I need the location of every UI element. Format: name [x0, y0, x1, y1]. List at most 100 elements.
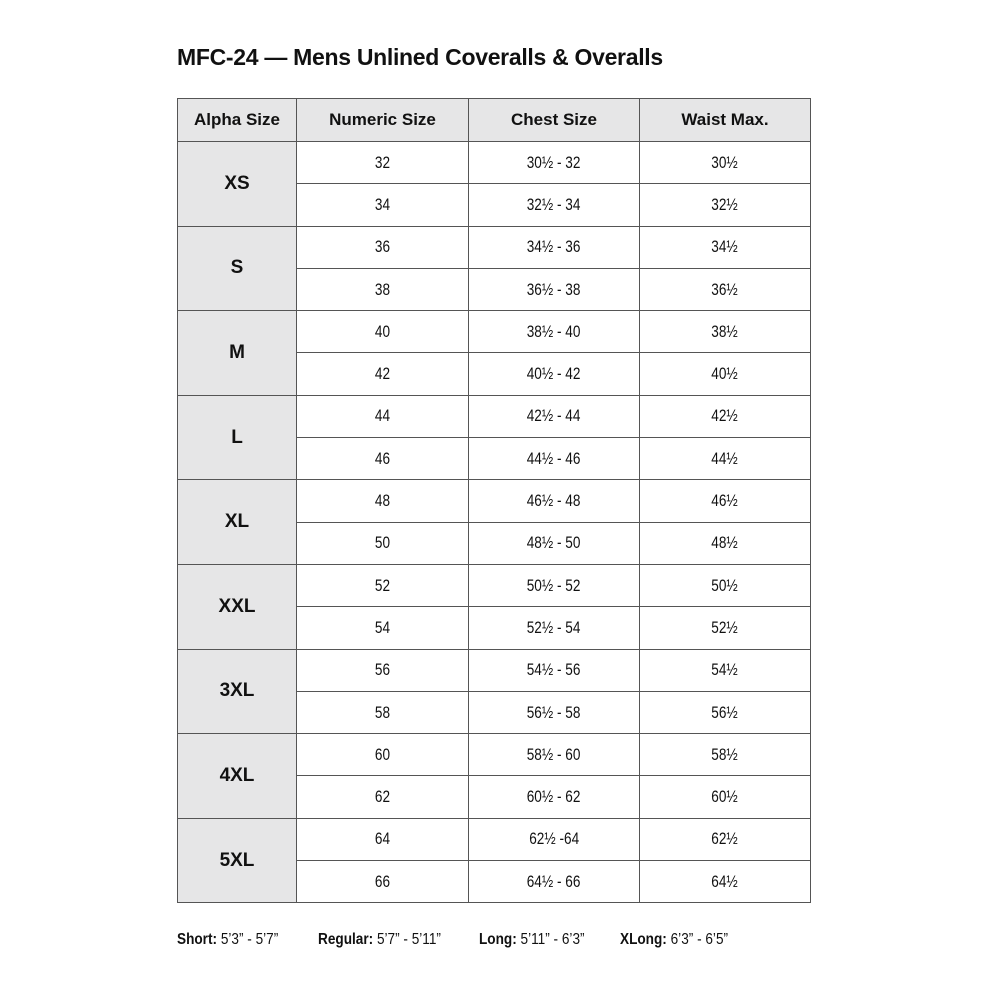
waist-max-cell: 62½	[639, 817, 811, 862]
numeric-size-cell-text: 42	[374, 364, 391, 384]
chest-size-cell-text: 60½ - 62	[527, 787, 581, 807]
length-range: 5’11” - 6’3”	[516, 931, 585, 948]
waist-max-cell: 40½	[639, 352, 811, 396]
waist-max-cell-text: 52½	[711, 617, 739, 637]
waist-max-cell: 54½	[639, 648, 811, 692]
waist-max-cell: 30½	[639, 140, 811, 185]
chest-size-cell-text: 42½ - 44	[527, 406, 581, 426]
chest-size-cell: 34½ - 36	[468, 225, 640, 269]
numeric-size-cell: 64	[296, 817, 469, 862]
alpha-size-cell: XL	[177, 479, 297, 565]
chest-size-cell-text: 32½ - 34	[527, 194, 581, 214]
chest-size-cell: 62½ -64	[468, 817, 640, 862]
waist-max-cell: 60½	[639, 775, 811, 819]
numeric-size-cell-text: 46	[374, 448, 391, 468]
chest-size-cell-text: 56½ - 58	[527, 702, 581, 722]
waist-max-cell-text: 48½	[711, 533, 739, 553]
chest-size-cell-text: 64½ - 66	[527, 871, 581, 891]
numeric-size-cell-text: 62	[374, 787, 391, 807]
numeric-size-cell: 52	[296, 563, 469, 608]
waist-max-cell-text: 56½	[711, 702, 739, 722]
alpha-size-cell: 3XL	[177, 648, 297, 735]
numeric-size-cell-text: 56	[374, 660, 391, 680]
length-legend-item: Short: 5’3” - 5’7”	[177, 931, 278, 949]
numeric-size-cell: 32	[296, 140, 469, 185]
table-header-row: Alpha Size Numeric Size Chest Size Waist…	[177, 98, 811, 142]
table-row: 5XL 64 62½ -64 62½	[177, 817, 811, 904]
chest-size-cell-text: 36½ - 38	[527, 279, 581, 299]
numeric-size-cell: 42	[296, 352, 469, 396]
numeric-size-cell: 46	[296, 437, 469, 481]
chest-size-cell: 50½ - 52	[468, 563, 640, 608]
chest-size-cell: 46½ - 48	[468, 479, 640, 523]
waist-max-cell-text: 64½	[711, 871, 739, 891]
numeric-size-cell-text: 64	[374, 829, 391, 849]
waist-max-cell-text: 32½	[711, 194, 739, 214]
table-row: 58 56½ - 58 56½	[178, 690, 811, 735]
chest-size-cell-text: 50½ - 52	[527, 575, 581, 595]
chest-size-cell: 40½ - 42	[468, 352, 640, 396]
header-alpha-size: Alpha Size	[177, 98, 297, 142]
waist-max-cell-text: 36½	[711, 279, 739, 299]
table-row: XXL 52 50½ - 52 50½	[177, 563, 811, 650]
length-range: 6’3” - 6’5”	[666, 931, 729, 948]
chest-size-cell: 54½ - 56	[468, 648, 640, 692]
table-row: L 44 42½ - 44 42½	[177, 394, 811, 481]
waist-max-cell-text: 30½	[711, 152, 739, 172]
numeric-size-cell: 44	[296, 394, 469, 439]
waist-max-cell-text: 58½	[711, 744, 739, 764]
waist-max-cell: 56½	[639, 690, 811, 735]
alpha-size-cell: M	[177, 310, 297, 396]
table-row: 50 48½ - 50 48½	[178, 521, 811, 565]
waist-max-cell-text: 34½	[711, 237, 739, 257]
chest-size-cell: 48½ - 50	[468, 521, 640, 565]
table-row: M 40 38½ - 40 38½	[177, 310, 811, 396]
waist-max-cell-text: 38½	[711, 321, 739, 341]
size-chart-table: Alpha Size Numeric Size Chest Size Waist…	[177, 98, 811, 904]
waist-max-cell-text: 50½	[711, 575, 739, 595]
numeric-size-cell-text: 38	[374, 279, 391, 299]
chest-size-cell-text: 52½ - 54	[527, 617, 581, 637]
numeric-size-cell-text: 44	[374, 406, 391, 426]
numeric-size-cell: 56	[296, 648, 469, 692]
waist-max-cell: 34½	[639, 225, 811, 269]
chest-size-cell: 36½ - 38	[468, 267, 640, 312]
waist-max-cell: 38½	[639, 310, 811, 354]
numeric-size-cell: 38	[296, 267, 469, 312]
alpha-size-cell: 4XL	[177, 733, 297, 819]
numeric-size-cell-text: 50	[374, 533, 391, 553]
waist-max-cell-text: 60½	[711, 787, 739, 807]
chest-size-cell: 58½ - 60	[468, 733, 640, 777]
table-row: XL 48 46½ - 48 46½	[177, 479, 811, 565]
chest-size-cell: 60½ - 62	[468, 775, 640, 819]
numeric-size-cell-text: 66	[374, 871, 391, 891]
alpha-size-cell: L	[177, 394, 297, 481]
numeric-size-cell-text: 54	[374, 617, 391, 637]
table-row: 42 40½ - 42 40½	[178, 352, 811, 396]
waist-max-cell-text: 42½	[711, 406, 739, 426]
numeric-size-cell-text: 32	[374, 152, 391, 172]
chest-size-cell: 32½ - 34	[468, 183, 640, 227]
length-range: 5’3” - 5’7”	[217, 931, 279, 948]
waist-max-cell-text: 54½	[711, 660, 739, 680]
chest-size-cell: 38½ - 40	[468, 310, 640, 354]
table-row: 4XL 60 58½ - 60 58½	[177, 733, 811, 819]
table-row: 66 64½ - 66 64½	[178, 860, 811, 904]
table-row: 3XL 56 54½ - 56 54½	[177, 648, 811, 735]
chest-size-cell: 64½ - 66	[468, 860, 640, 904]
length-label: XLong:	[620, 931, 667, 948]
chest-size-cell-text: 30½ - 32	[527, 152, 581, 172]
waist-max-cell-text: 46½	[711, 491, 739, 511]
alpha-size-cell: S	[177, 225, 297, 312]
chest-size-cell: 30½ - 32	[468, 140, 640, 185]
waist-max-cell: 64½	[639, 860, 811, 904]
numeric-size-cell: 50	[296, 521, 469, 565]
length-label: Short:	[177, 931, 218, 948]
waist-max-cell-text: 44½	[711, 448, 739, 468]
header-waist-max: Waist Max.	[639, 98, 811, 142]
numeric-size-cell: 62	[296, 775, 469, 819]
numeric-size-cell: 66	[296, 860, 469, 904]
numeric-size-cell: 60	[296, 733, 469, 777]
chest-size-cell-text: 54½ - 56	[527, 660, 581, 680]
numeric-size-cell-text: 40	[374, 321, 391, 341]
